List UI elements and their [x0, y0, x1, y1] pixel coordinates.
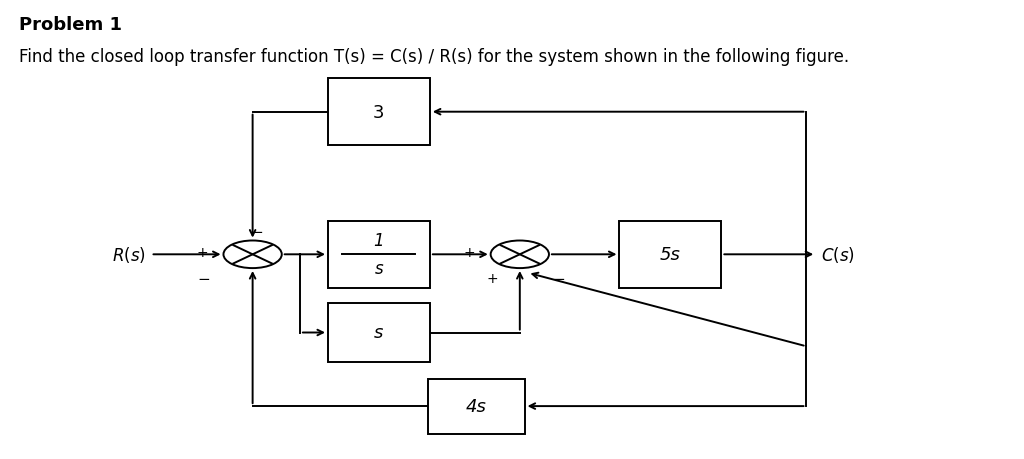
Text: −: −	[198, 271, 210, 286]
Text: +: +	[464, 246, 475, 259]
Text: 3: 3	[373, 103, 385, 122]
Bar	[328, 303, 430, 363]
Text: 4s: 4s	[466, 397, 486, 415]
Bar	[620, 222, 722, 288]
Circle shape	[223, 241, 282, 269]
Text: +: +	[486, 272, 499, 285]
Text: −: −	[250, 224, 263, 239]
Bar	[427, 379, 524, 434]
Circle shape	[490, 241, 549, 269]
Text: Find the closed loop transfer function T(s) = C(s) / R(s) for the system shown i: Find the closed loop transfer function T…	[19, 48, 850, 66]
Text: +: +	[197, 246, 208, 259]
Text: $R(s)$: $R(s)$	[112, 245, 145, 265]
Text: Problem 1: Problem 1	[19, 16, 123, 34]
Bar	[328, 222, 430, 288]
Text: 1: 1	[374, 232, 384, 250]
Text: −: −	[552, 271, 565, 286]
Bar	[328, 79, 430, 146]
Text: s: s	[375, 259, 383, 278]
Text: s: s	[374, 324, 384, 342]
Text: 5s: 5s	[660, 246, 681, 264]
Text: $C(s)$: $C(s)$	[821, 245, 855, 265]
